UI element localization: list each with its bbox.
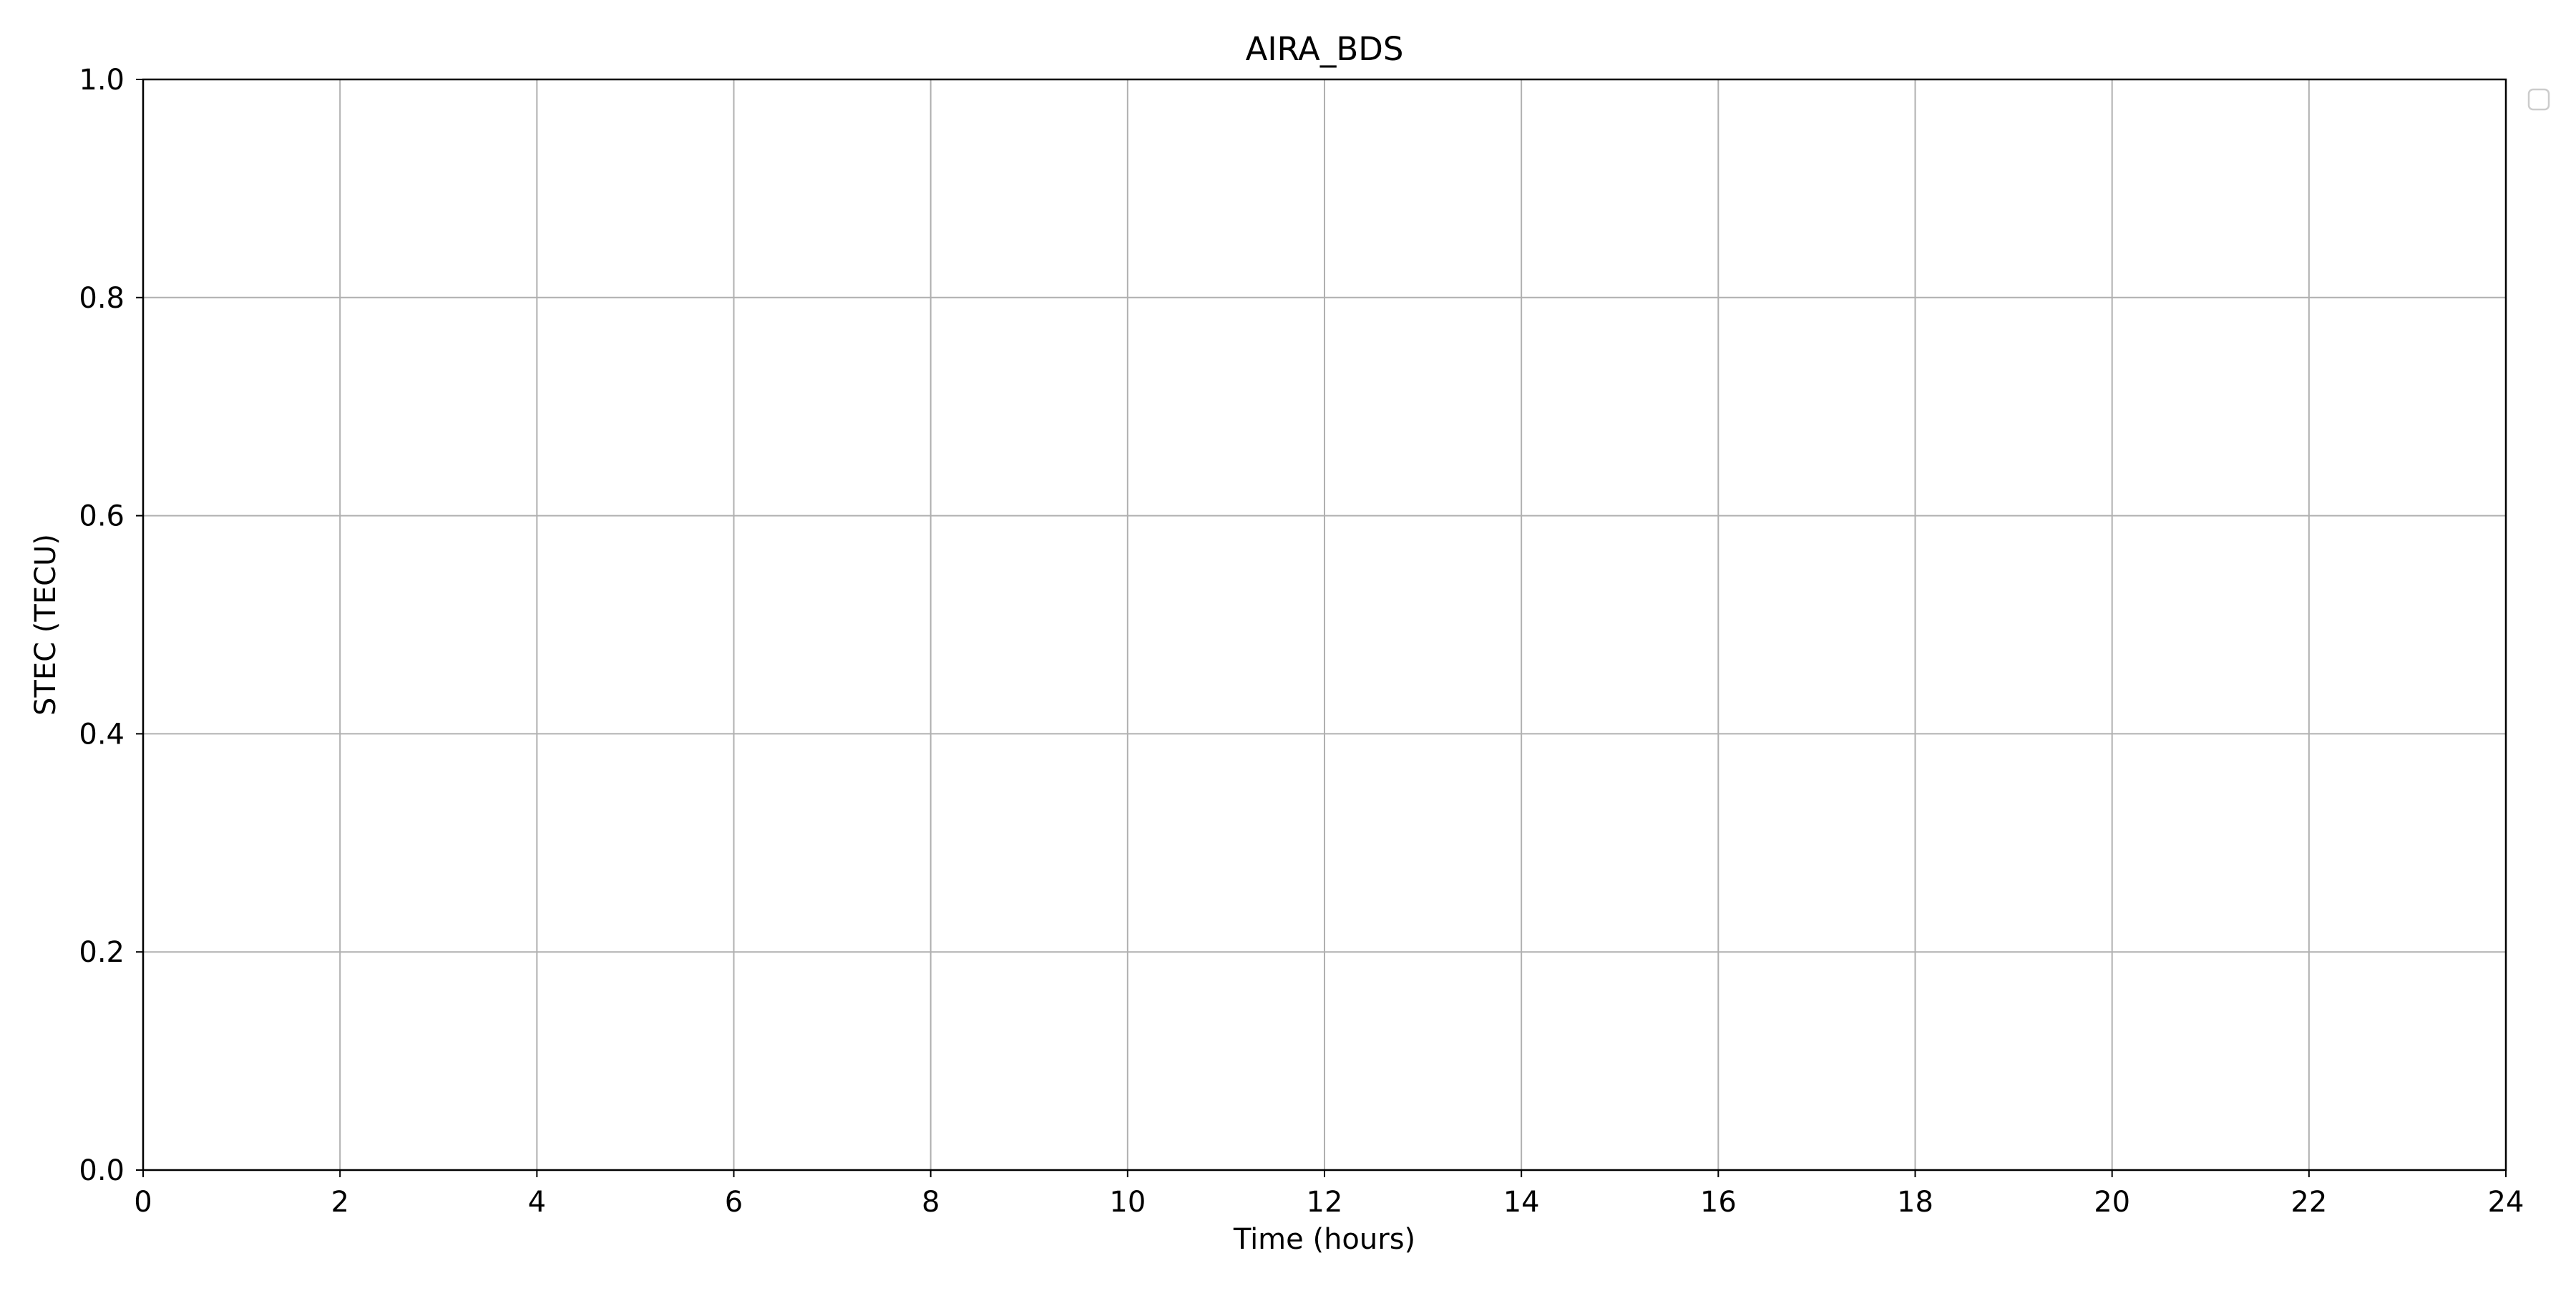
x-tick-label: 10 bbox=[1109, 1186, 1146, 1219]
x-tick-label: 12 bbox=[1307, 1186, 1343, 1219]
x-tick-label: 18 bbox=[1897, 1186, 1933, 1219]
x-tick-label: 22 bbox=[2290, 1186, 2327, 1219]
x-axis-label: Time (hours) bbox=[1233, 1223, 1415, 1256]
chart-title: AIRA_BDS bbox=[1246, 30, 1404, 68]
x-tick-label: 6 bbox=[725, 1186, 743, 1219]
x-tick-label: 14 bbox=[1503, 1186, 1540, 1219]
x-tick-label: 8 bbox=[922, 1186, 940, 1219]
y-tick-label: 1.0 bbox=[79, 64, 125, 97]
x-tick-label: 0 bbox=[134, 1186, 152, 1219]
x-tick-label: 16 bbox=[1700, 1186, 1737, 1219]
y-tick-label: 0.0 bbox=[79, 1154, 125, 1187]
y-tick-label: 0.8 bbox=[79, 282, 125, 315]
y-tick-label: 0.4 bbox=[79, 718, 125, 751]
y-tick-label: 0.6 bbox=[79, 500, 125, 533]
x-tick-label: 4 bbox=[528, 1186, 546, 1219]
y-axis-ticks: 0.0 0.2 0.4 0.6 0.8 1.0 bbox=[79, 64, 143, 1187]
x-tick-label: 24 bbox=[2488, 1186, 2524, 1219]
x-tick-label: 2 bbox=[331, 1186, 348, 1219]
y-tick-label: 0.2 bbox=[79, 936, 125, 969]
x-tick-label: 20 bbox=[2094, 1186, 2130, 1219]
legend-box bbox=[2527, 88, 2550, 111]
x-axis-ticks: 0 2 4 6 8 10 12 14 16 18 20 22 24 bbox=[134, 1170, 2524, 1219]
y-axis-label: STEC (TECU) bbox=[29, 534, 62, 716]
